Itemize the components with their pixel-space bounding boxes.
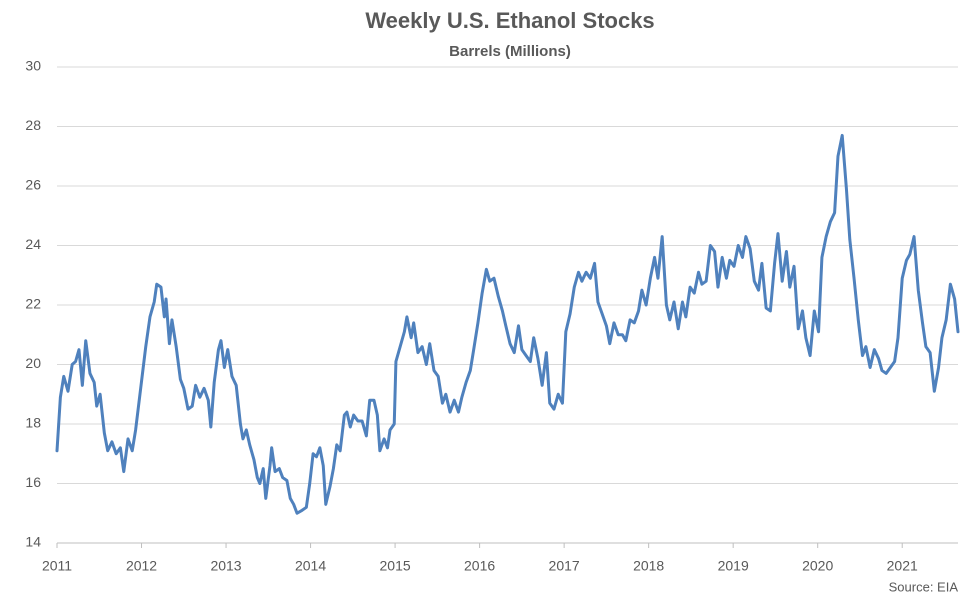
y-tick-label: 24	[25, 236, 41, 252]
x-tick-label: 2021	[887, 558, 918, 574]
x-tick-label: 2019	[718, 558, 749, 574]
x-tick-label: 2012	[126, 558, 157, 574]
x-tick-label: 2011	[42, 558, 72, 574]
y-tick-label: 28	[25, 117, 41, 133]
x-tick-label: 2015	[380, 558, 411, 574]
y-tick-label: 22	[25, 296, 41, 312]
data-line	[55, 133, 960, 515]
x-tick-label: 2013	[210, 558, 241, 574]
y-tick-label: 14	[25, 534, 41, 550]
chart-title: Weekly U.S. Ethanol Stocks	[365, 8, 654, 33]
x-tick-label: 2018	[633, 558, 664, 574]
y-tick-label: 16	[25, 474, 41, 490]
x-tick-label: 2016	[464, 558, 495, 574]
source-note: Source: EIA	[889, 579, 959, 594]
y-tick-label: 20	[25, 355, 41, 371]
x-tick-label: 2020	[802, 558, 833, 574]
chart-subtitle: Barrels (Millions)	[449, 43, 571, 60]
y-tick-label: 18	[25, 415, 41, 431]
y-tick-label: 26	[25, 177, 41, 193]
x-tick-label: 2014	[295, 558, 326, 574]
y-tick-label: 30	[25, 58, 41, 74]
x-tick-label: 2017	[549, 558, 580, 574]
